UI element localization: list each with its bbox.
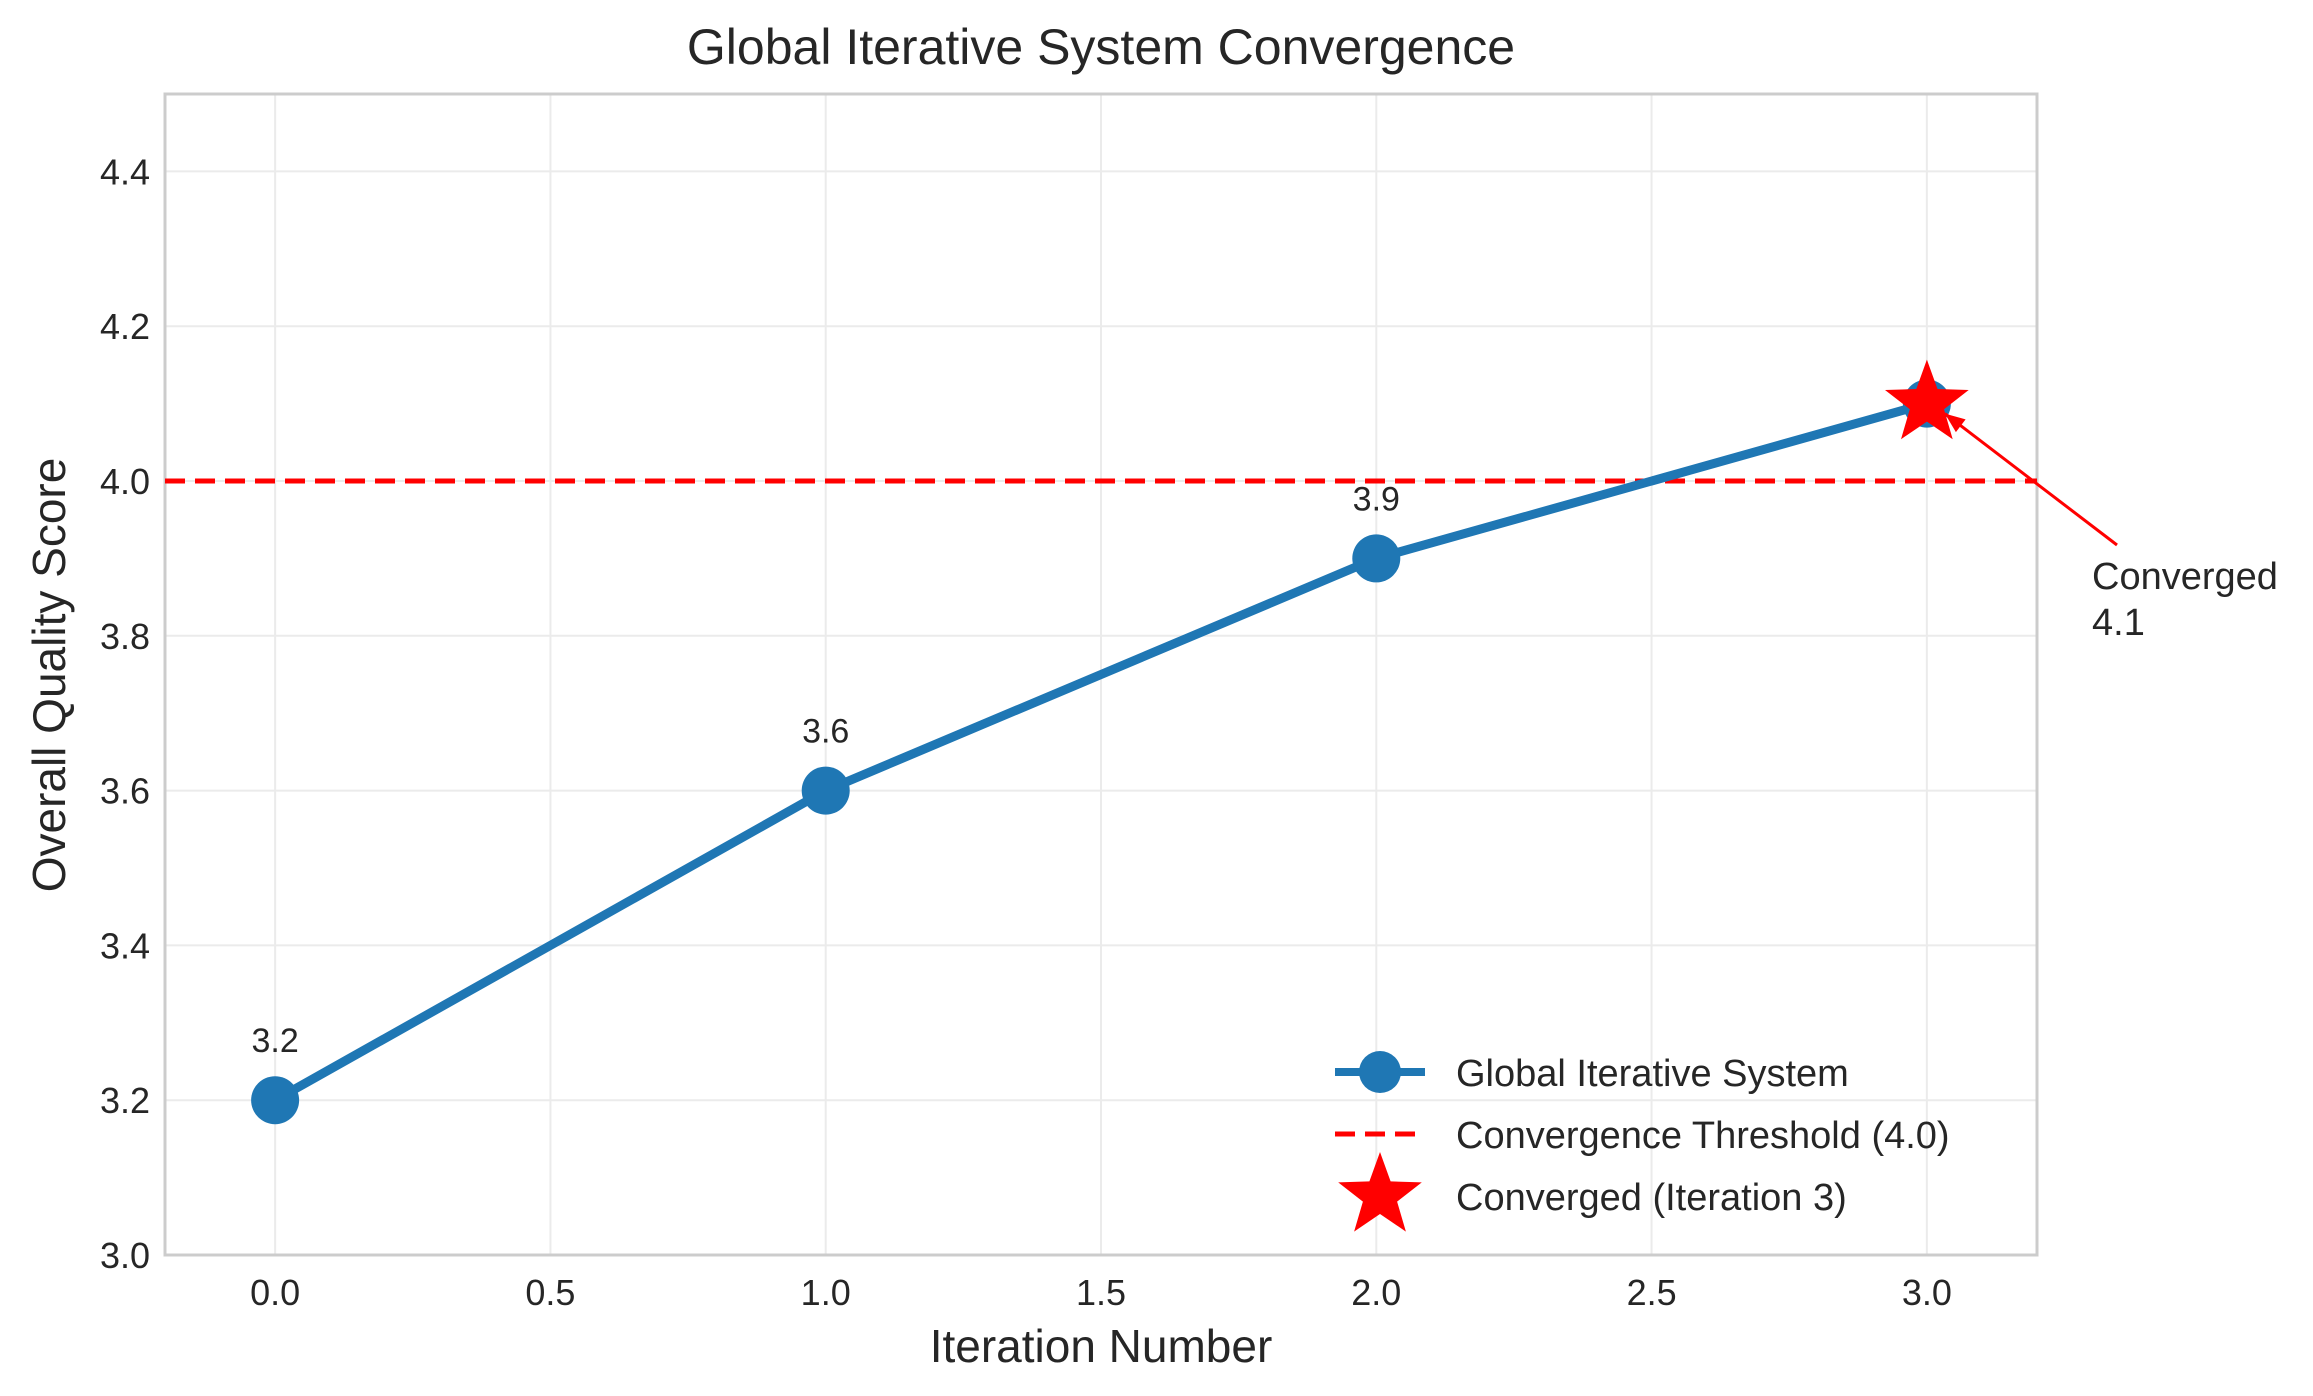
x-tick-label: 1.5 [1076, 1272, 1126, 1313]
x-tick-label: 2.5 [1627, 1272, 1677, 1313]
series-line [272, 399, 1929, 1105]
legend-converged-label: Converged (Iteration 3) [1456, 1177, 1847, 1219]
x-tick-label: 0.5 [525, 1272, 575, 1313]
x-axis-label: Iteration Number [930, 1320, 1273, 1372]
y-tick-label: 3.6 [100, 771, 150, 812]
x-tick-label: 1.0 [801, 1272, 851, 1313]
y-tick-label: 4.4 [100, 151, 150, 192]
annotation-arrow [1943, 412, 2118, 547]
data-label: 3.6 [802, 713, 849, 751]
legend: Global Iterative System Convergence Thre… [1335, 1051, 1950, 1232]
y-axis-label: Overall Quality Score [23, 458, 75, 893]
data-label: 3.2 [251, 1022, 298, 1060]
y-tick-label: 4.0 [100, 461, 150, 502]
legend-threshold-label: Convergence Threshold (4.0) [1456, 1115, 1950, 1157]
x-tick-label: 0.0 [250, 1272, 300, 1313]
x-axis-ticks: 0.0 0.5 1.0 1.5 2.0 2.5 3.0 [250, 1272, 1952, 1313]
annotation-arrowhead [1944, 413, 1966, 433]
legend-converged-star-icon [1338, 1152, 1422, 1232]
converged-star-marker [1885, 359, 1969, 440]
y-tick-label: 3.2 [100, 1080, 150, 1121]
data-label: 3.9 [1353, 480, 1400, 518]
data-point [801, 766, 850, 815]
y-tick-label: 3.8 [100, 616, 150, 657]
annotation-text-line2: 4.1 [2092, 602, 2145, 644]
chart-title: Global Iterative System Convergence [687, 19, 1515, 75]
x-tick-label: 2.0 [1351, 1272, 1401, 1313]
y-tick-label: 3.4 [100, 925, 150, 966]
y-axis-ticks: 3.0 3.2 3.4 3.6 3.8 4.0 4.2 4.4 [100, 151, 150, 1276]
plot-area-frame [163, 92, 2039, 1257]
data-point [251, 1076, 300, 1125]
y-tick-label: 3.0 [100, 1235, 150, 1276]
legend-series-marker [1359, 1051, 1401, 1093]
y-tick-label: 4.2 [100, 306, 150, 347]
legend-series-label: Global Iterative System [1456, 1053, 1849, 1095]
annotation-text-line1: Converged [2092, 556, 2278, 598]
data-point [1352, 534, 1401, 583]
x-tick-label: 3.0 [1902, 1272, 1952, 1313]
